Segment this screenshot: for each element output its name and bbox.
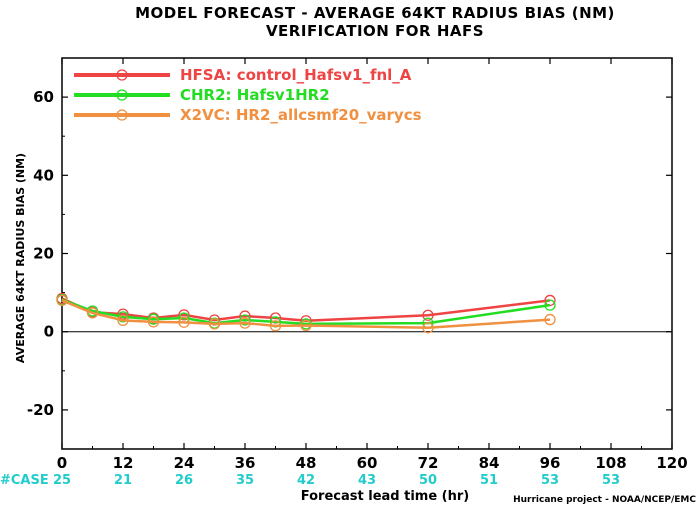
chart-title: MODEL FORECAST - AVERAGE 64KT RADIUS BIA… <box>135 4 615 22</box>
x-tick-label: 36 <box>235 454 256 472</box>
data-point <box>422 322 434 334</box>
y-tick-label: -20 <box>27 401 54 419</box>
y-tick-label: 20 <box>33 245 54 263</box>
case-count: 21 <box>114 473 132 488</box>
data-point <box>147 316 160 328</box>
x-tick-label: 96 <box>540 454 561 472</box>
axes: 0 12 24 36 48 60 72 84 96 108 120 -20 0 20 40 60 <box>27 58 688 472</box>
y-tick-label: 40 <box>33 166 54 184</box>
x-axis-label: Forecast lead time (hr) <box>301 489 469 504</box>
data-point <box>178 316 190 328</box>
data-point <box>117 311 129 323</box>
data-point <box>147 313 160 325</box>
data-point <box>178 309 190 321</box>
x-tick-label: 72 <box>418 454 439 472</box>
case-count: 43 <box>358 473 376 488</box>
y-axis-label: AVERAGE 64KT RADIUS BIAS (NM) <box>14 153 27 363</box>
x-tick-label: 108 <box>595 454 626 472</box>
data-point <box>300 319 312 332</box>
data-point <box>422 309 434 321</box>
case-count: 50 <box>419 473 437 488</box>
data-point <box>239 314 251 326</box>
legend-marker <box>116 109 128 121</box>
case-count: 51 <box>480 473 498 488</box>
data-point <box>86 307 99 319</box>
case-count: 35 <box>236 473 254 488</box>
legend-label: CHR2: Hafsv1HR2 <box>180 86 330 104</box>
data-point <box>239 317 251 329</box>
data-point <box>117 314 129 327</box>
case-count: 25 <box>53 473 71 488</box>
data-point <box>208 318 221 330</box>
series-line <box>61 299 551 330</box>
legend-label: X2VC: HR2_allcsmf20_varycs <box>180 106 422 124</box>
legend-label: HFSA: control_Hafsv1_fnl_A <box>180 66 412 84</box>
y-tick-label: 60 <box>33 88 54 106</box>
x-tick-label: 60 <box>357 454 378 472</box>
x-tick-label: 84 <box>479 454 500 472</box>
y-tick-label: 0 <box>44 323 54 341</box>
case-count: 53 <box>541 473 559 488</box>
data-point <box>544 299 556 311</box>
x-tick-label: 24 <box>174 454 195 472</box>
chart-subtitle: VERIFICATION FOR HAFS <box>266 22 484 40</box>
series-line <box>61 297 551 323</box>
x-tick-label: 0 <box>57 454 67 472</box>
data-point <box>56 294 68 307</box>
legend-marker <box>116 69 128 81</box>
data-point <box>269 320 282 332</box>
x-tick-label: 12 <box>113 454 134 472</box>
x-tick-label: 48 <box>296 454 317 472</box>
case-count: 53 <box>602 473 620 488</box>
data-point <box>544 313 556 326</box>
case-counts: #CASE 25 21 26 35 42 43 50 51 53 53 <box>0 473 620 488</box>
case-count: 42 <box>297 473 315 488</box>
series-group <box>56 292 556 334</box>
legend-marker <box>116 89 128 101</box>
case-count: 26 <box>175 473 193 488</box>
credit-text: Hurricane project - NOAA/NCEP/EMC <box>513 495 696 505</box>
x-tick-label: 120 <box>656 454 687 472</box>
case-label: #CASE <box>0 473 49 488</box>
legend: HFSA: control_Hafsv1_fnl_A CHR2: Hafsv1HR… <box>74 66 422 124</box>
